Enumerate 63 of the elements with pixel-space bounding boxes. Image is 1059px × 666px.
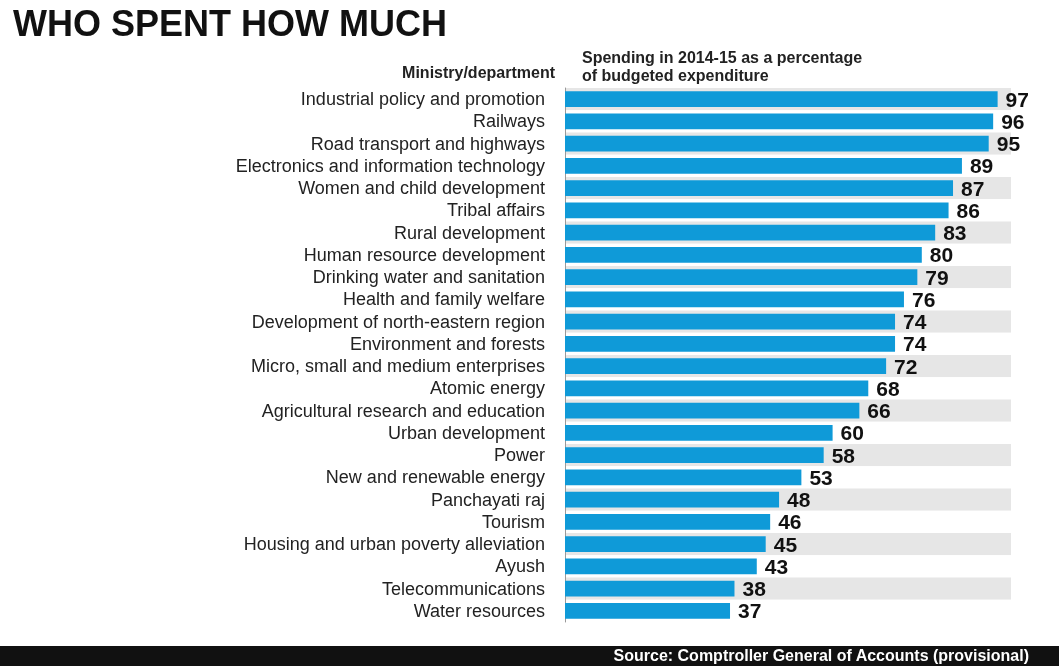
bar — [565, 313, 896, 330]
data-label: 58 — [831, 443, 856, 467]
y-tick-label: Rural development — [393, 222, 545, 243]
data-label: 97 — [1005, 87, 1029, 111]
y-tick-label: Health and family welfare — [342, 289, 545, 310]
y-tick-label: Road transport and highways — [310, 133, 545, 154]
bar — [565, 491, 780, 508]
data-label: 37 — [738, 599, 762, 623]
data-label: 80 — [929, 243, 954, 267]
data-label: 72 — [894, 354, 918, 378]
y-tick-label: Housing and urban poverty alleviation — [243, 534, 545, 555]
bar — [565, 336, 896, 352]
y-tick-label: Development of north-eastern region — [251, 311, 545, 332]
data-label: 79 — [925, 265, 949, 289]
data-label: 68 — [876, 376, 900, 400]
y-tick-label: Urban development — [387, 422, 545, 443]
data-label: 89 — [969, 154, 994, 178]
data-label: 43 — [764, 554, 789, 578]
y-tick-label: Railways — [472, 111, 545, 132]
bar — [565, 402, 860, 419]
y-axis-title: Ministry/department — [402, 63, 556, 81]
data-label: 60 — [840, 421, 864, 445]
y-tick-label: Human resource development — [303, 244, 545, 265]
y-tick-label: Water resources — [413, 600, 545, 621]
y-tick-label: Agricultural research and education — [261, 400, 545, 421]
y-tick-label: Power — [493, 445, 545, 466]
data-label: 53 — [809, 465, 833, 489]
data-label: 66 — [867, 399, 891, 423]
y-tick-label: Panchayati raj — [430, 489, 545, 510]
text: WHO SPENT HOW MUCH — [13, 2, 447, 44]
y-tick-label: Tourism — [481, 511, 545, 532]
y-tick-label: Telecommunications — [381, 578, 545, 599]
data-label: 86 — [956, 198, 980, 222]
y-tick-label: Industrial policy and promotion — [300, 89, 545, 110]
y-tick-label: New and renewable energy — [325, 467, 545, 488]
y-tick-label: Environment and forests — [349, 333, 545, 354]
y-tick-label: Electronics and information technology — [235, 155, 545, 176]
bar — [565, 425, 833, 441]
bar — [565, 514, 771, 530]
bar — [565, 603, 731, 619]
data-label: 76 — [911, 287, 936, 311]
data-label: 38 — [742, 577, 767, 601]
source-note: Source: Comptroller General of Accounts (provisional) — [0, 646, 1059, 666]
bar — [565, 447, 824, 463]
bar — [565, 580, 735, 597]
x-axis-title: Spending in 2014-15 as a percentage of budgeted expenditure — [582, 48, 863, 84]
data-label: 45 — [773, 532, 798, 556]
y-tick-label: Women and child development — [298, 178, 545, 199]
y-tick-label: Tribal affairs — [446, 200, 545, 221]
bar — [565, 358, 887, 374]
data-label: 46 — [778, 510, 802, 534]
bar — [565, 536, 766, 552]
y-tick-label: Atomic energy — [429, 378, 545, 399]
data-label: 74 — [903, 310, 927, 334]
data-label: 48 — [787, 488, 811, 512]
y-tick-label: Micro, small and medium enterprises — [250, 356, 545, 377]
y-tick-label: Drinking water and sanitation — [312, 267, 545, 288]
data-label: 83 — [943, 221, 967, 245]
data-label: 74 — [903, 332, 927, 356]
data-label: 87 — [961, 176, 985, 200]
data-label: 96 — [1001, 109, 1025, 133]
data-label: 95 — [996, 132, 1021, 156]
y-tick-label: Ayush — [495, 556, 545, 577]
